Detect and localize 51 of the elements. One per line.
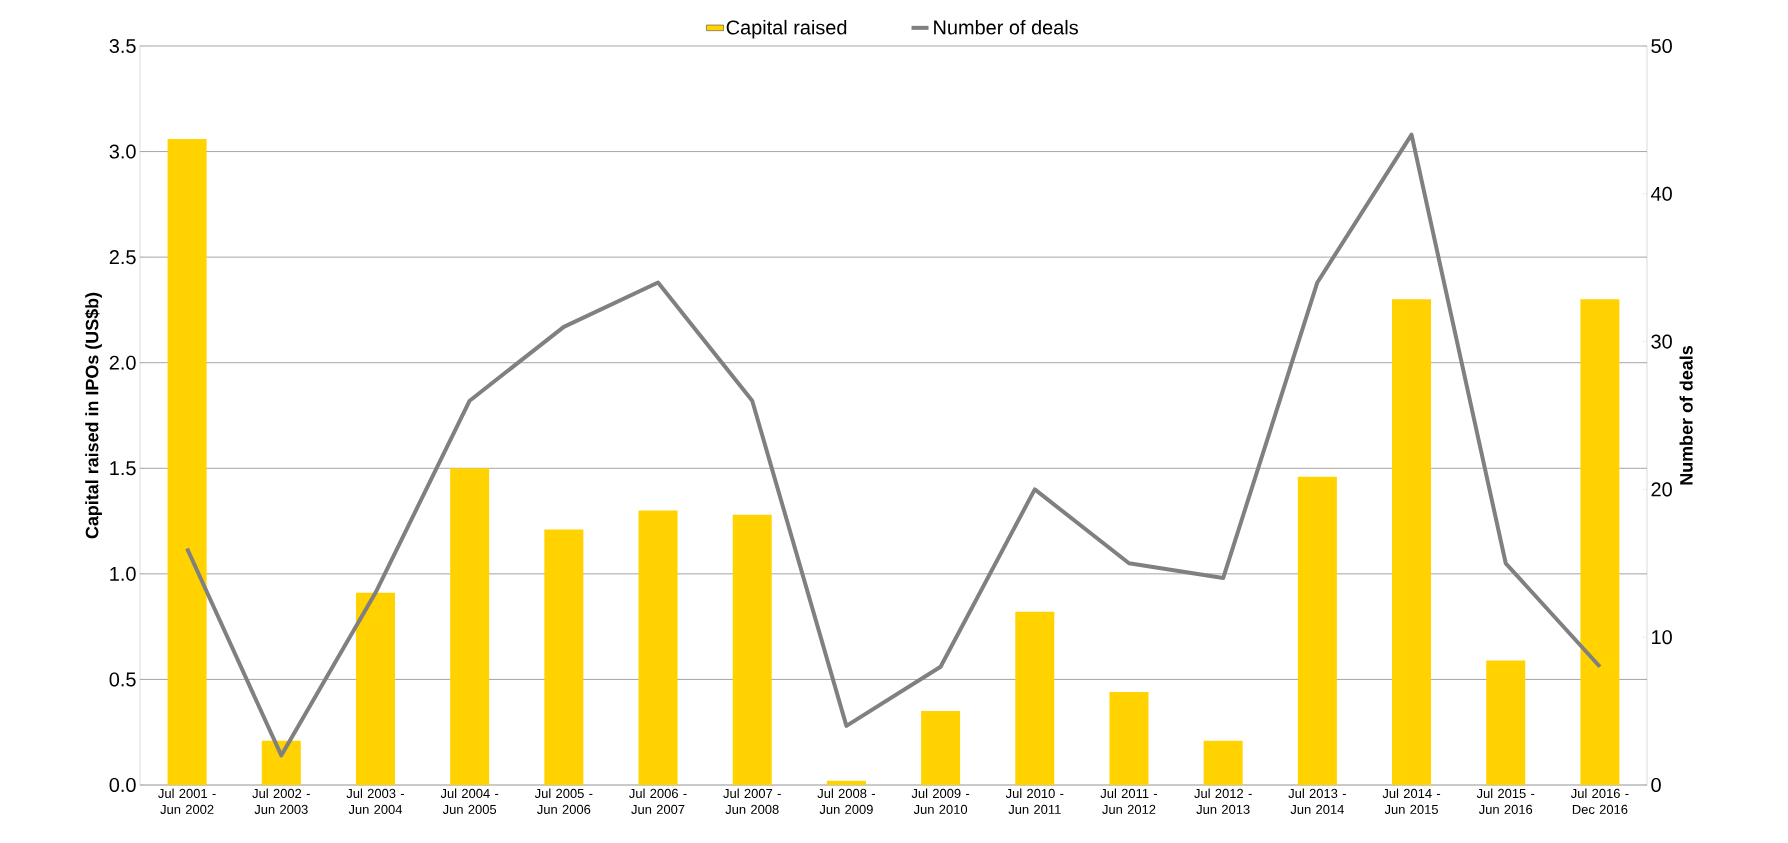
y-tick-label: 0.0 xyxy=(109,777,136,793)
y2-tick-label: 30 xyxy=(1651,334,1672,349)
bar xyxy=(1203,740,1243,785)
bar xyxy=(1486,660,1526,785)
bar xyxy=(1580,299,1620,785)
line-series xyxy=(185,132,1602,758)
y2-tick-label: 20 xyxy=(1651,482,1672,497)
bar xyxy=(355,592,395,785)
y-tick-label: 2.5 xyxy=(109,250,136,265)
x-tick-label: Jul 2005 - Jun 2006 xyxy=(534,788,593,814)
y-axis-title: Capital raised in IPOs (US$b) xyxy=(84,292,102,539)
x-tick-label: Jul 2013 - Jun 2014 xyxy=(1288,788,1346,814)
x-tick-label: Jul 2011 - Jun 2012 xyxy=(1100,788,1158,814)
x-tick-label: Jul 2004 - Jun 2005 xyxy=(440,788,499,814)
x-tick-label: Jul 2002 - Jun 2003 xyxy=(252,788,310,814)
x-tick-label: Jul 2012 - Jun 2013 xyxy=(1194,788,1252,814)
bar xyxy=(450,468,490,785)
x-tick-label: Jul 2009 - Jun 2010 xyxy=(911,788,970,814)
y2-tick-label: 0 xyxy=(1651,777,1661,793)
bar xyxy=(1109,692,1149,785)
y2-tick-label: 10 xyxy=(1652,630,1672,645)
x-tick-label: Jul 2008 - Jun 2009 xyxy=(817,788,875,814)
bar xyxy=(1015,611,1055,785)
x-tick-label: Jul 2007 - Jun 2008 xyxy=(723,788,781,814)
bar xyxy=(1297,476,1337,785)
y-tick-label: 3.0 xyxy=(109,144,136,159)
x-tick-label: Jul 2003 - Jun 2004 xyxy=(346,788,405,814)
bar xyxy=(638,510,678,785)
y-tick-label: 1.5 xyxy=(110,461,136,476)
y-tick-label: 0.5 xyxy=(109,672,136,687)
y-tick-label: 2.0 xyxy=(109,355,136,370)
y-tick-label: 3.5 xyxy=(109,38,136,54)
bar xyxy=(1392,299,1432,785)
bar xyxy=(826,780,866,785)
legend-label: Number of deals xyxy=(934,19,1078,35)
bar xyxy=(167,138,207,785)
y2-tick-label: 40 xyxy=(1650,186,1672,201)
y2-tick-label: 50 xyxy=(1651,38,1672,54)
bar xyxy=(921,711,961,785)
bar xyxy=(261,740,301,785)
y2-axis-title: Number of deals xyxy=(1679,346,1693,485)
bar xyxy=(732,514,772,785)
x-tick-label: Jul 2015 - Jun 2016 xyxy=(1476,788,1535,814)
x-tick-label: Jul 2010 - Jun 2011 xyxy=(1005,788,1064,814)
x-tick-label: Jul 2006 - Jun 2007 xyxy=(629,788,687,814)
x-tick-label: Jul 2016 - Dec 2016 xyxy=(1570,788,1629,814)
y-tick-label: 1.0 xyxy=(110,566,136,581)
legend-label: Capital raised xyxy=(726,19,847,39)
x-tick-label: Jul 2001 - Jun 2002 xyxy=(158,788,216,814)
bar xyxy=(544,529,584,785)
x-tick-label: Jul 2014 - Jun 2015 xyxy=(1382,788,1441,814)
